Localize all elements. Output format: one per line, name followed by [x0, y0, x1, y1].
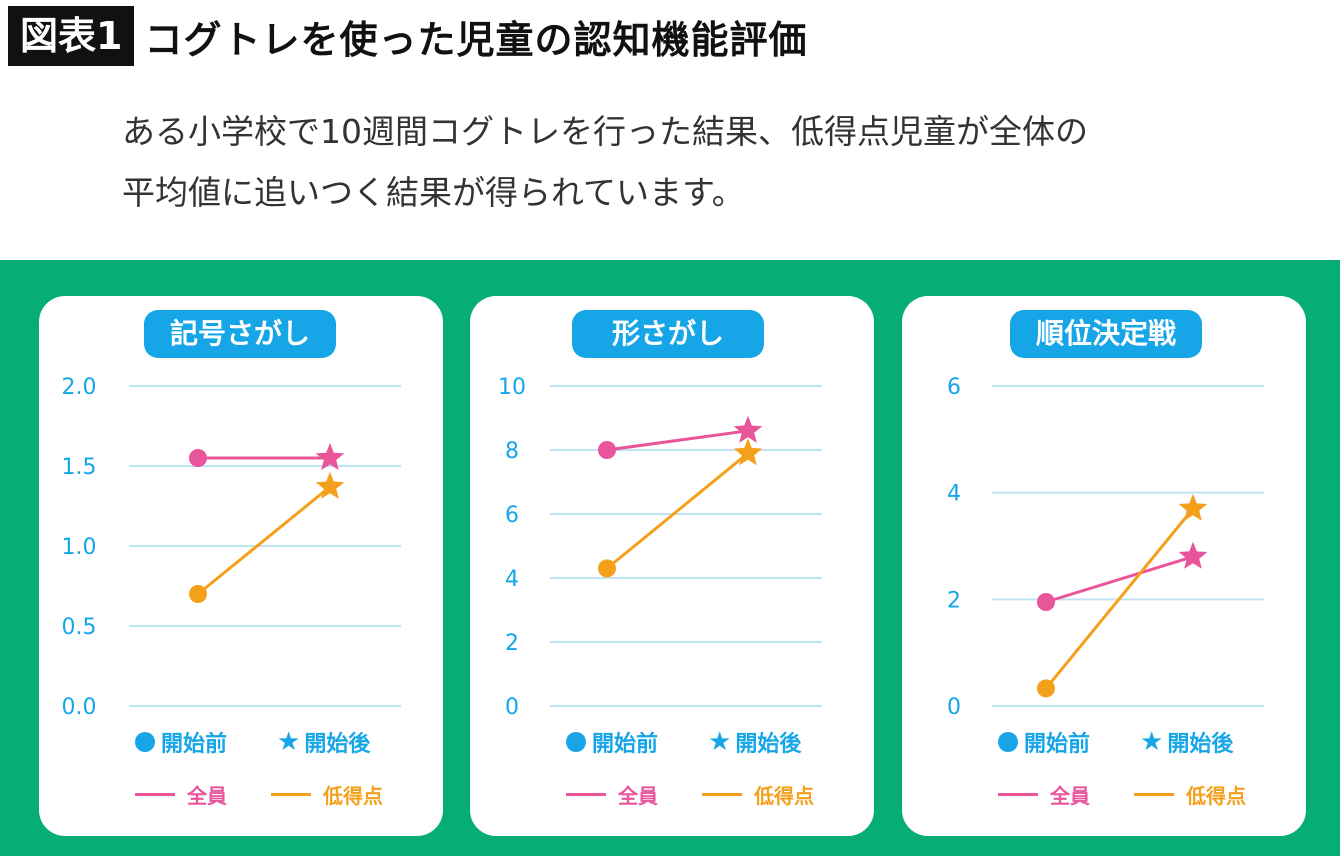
data-point-before	[598, 559, 616, 578]
chart-plot: 6 4 2 0	[947, 375, 1264, 720]
line-icon	[998, 793, 1038, 796]
description-line-1: ある小学校で10週間コグトレを行った結果、低得点児童が全体の	[122, 112, 1088, 151]
legend-after-label: 開始後	[1167, 732, 1234, 757]
legend-after-label: 開始後	[735, 732, 802, 757]
line-icon	[271, 793, 311, 796]
circle-icon	[566, 732, 586, 752]
series-line	[197, 485, 331, 596]
legend-all-label: 全員	[187, 784, 227, 808]
y-tick-label: 1.5	[62, 455, 97, 480]
data-point-after	[315, 471, 345, 499]
series-line	[1044, 507, 1195, 690]
legend-low: 低得点	[702, 780, 814, 809]
chart-panel-ranking: 6 4 2 0 順位決定戦 開始前 ★ 開始後全員 低得点	[902, 296, 1306, 836]
line-icon	[566, 793, 606, 796]
description-line-2: 平均値に追いつく結果が得られています。	[122, 173, 745, 212]
y-tick-label: 0	[505, 695, 519, 720]
chart-plot: 10 8 6 4 2 0	[498, 375, 822, 720]
y-tick-label: 2	[947, 588, 961, 613]
legend-before-label: 開始前	[161, 732, 228, 757]
legend-after: ★ 開始後	[708, 726, 801, 758]
data-point-before	[189, 585, 207, 603]
chart-title: 記号さがし	[144, 310, 336, 358]
figure-header: 図表1 コグトレを使った児童の認知機能評価	[8, 6, 807, 66]
circle-icon	[135, 732, 155, 752]
y-tick-label: 0	[947, 695, 961, 720]
data-point-after	[733, 438, 763, 466]
y-tick-label: 4	[505, 567, 519, 592]
legend-before: 開始前	[566, 726, 658, 758]
legend-before-label: 開始前	[1024, 732, 1091, 757]
data-point-after	[1178, 541, 1208, 569]
legend-low: 低得点	[1134, 780, 1246, 809]
y-tick-label: 8	[505, 439, 519, 464]
series-line	[606, 429, 749, 452]
chart-title: 順位決定戦	[1010, 310, 1202, 358]
chart-panel-symbol-search: 2.0 1.5 1.0 0.5 0.0 記号さがし 開始前 ★ 開始後全員 低得点	[39, 296, 443, 836]
legend-low-label: 低得点	[754, 784, 814, 808]
figure-title: コグトレを使った児童の認知機能評価	[144, 17, 808, 62]
legend-low-label: 低得点	[1186, 784, 1246, 808]
legend-before: 開始前	[998, 726, 1090, 758]
legend-all-label: 全員	[618, 784, 658, 808]
legend-all: 全員	[566, 780, 658, 809]
legend-low: 低得点	[271, 780, 383, 809]
data-point-before	[1037, 593, 1055, 611]
legend-after: ★ 開始後	[1140, 726, 1233, 758]
data-point-before	[1037, 679, 1055, 698]
figure-tag: 図表1	[8, 6, 135, 66]
legend-after: ★ 開始後	[277, 726, 370, 758]
star-icon: ★	[1140, 727, 1164, 757]
legend-before-label: 開始前	[592, 732, 659, 757]
legend-after-label: 開始後	[304, 732, 371, 757]
y-tick-label: 0.5	[62, 615, 97, 640]
legend-before: 開始前	[135, 726, 227, 758]
data-point-before	[598, 441, 616, 459]
star-icon: ★	[277, 727, 301, 757]
series-line	[1045, 555, 1194, 604]
y-tick-label: 6	[947, 375, 961, 400]
series-line	[606, 452, 749, 570]
chart-panel-shape-search: 10 8 6 4 2 0 形さがし 開始前 ★ 開始後全員 低得点	[470, 296, 874, 836]
chart-plot: 2.0 1.5 1.0 0.5 0.0	[62, 375, 401, 720]
legend-all: 全員	[998, 780, 1090, 809]
y-tick-label: 2	[505, 631, 519, 656]
y-tick-label: 1.0	[62, 535, 97, 560]
legend-all: 全員	[135, 780, 227, 809]
legend-low-label: 低得点	[323, 784, 383, 808]
legend-all-label: 全員	[1050, 784, 1090, 808]
y-tick-label: 2.0	[62, 375, 97, 400]
data-point-after	[1178, 493, 1208, 521]
data-point-after	[315, 443, 345, 471]
line-icon	[702, 793, 742, 796]
chart-title: 形さがし	[572, 310, 764, 358]
y-tick-label: 4	[947, 482, 961, 507]
y-tick-label: 0.0	[62, 695, 97, 720]
y-tick-label: 6	[505, 503, 519, 528]
y-tick-label: 10	[498, 375, 526, 400]
circle-icon	[998, 732, 1018, 752]
data-point-after	[733, 415, 763, 443]
data-point-before	[189, 449, 207, 467]
line-icon	[1134, 793, 1174, 796]
line-icon	[135, 793, 175, 796]
star-icon: ★	[708, 727, 732, 757]
